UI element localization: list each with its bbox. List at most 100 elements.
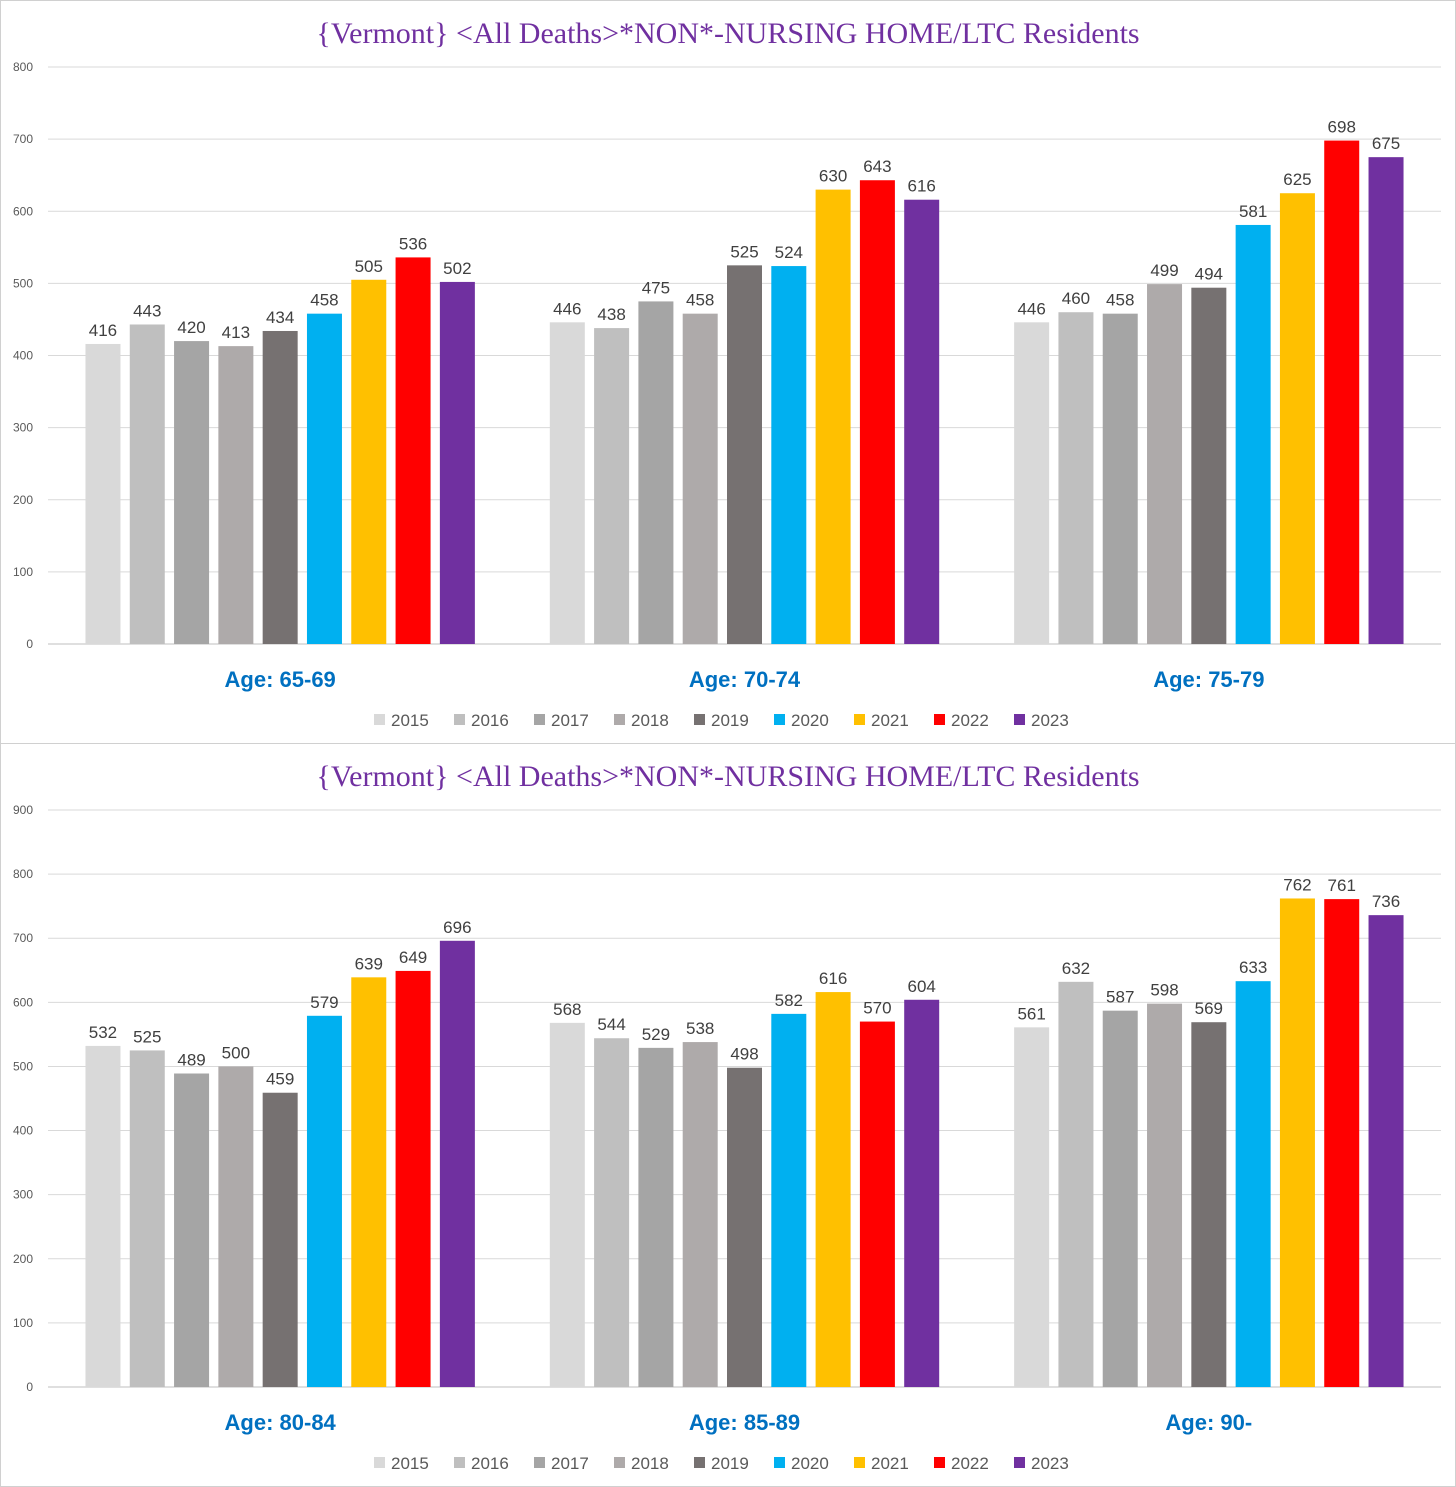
category-label: Age: 65-69 bbox=[225, 667, 336, 692]
y-tick-label: 700 bbox=[13, 931, 33, 945]
data-label: 761 bbox=[1328, 876, 1356, 895]
data-label: 570 bbox=[863, 999, 891, 1018]
bar-2016 bbox=[1058, 312, 1094, 644]
legend-swatch-2015 bbox=[374, 714, 385, 725]
bar-2019 bbox=[1191, 287, 1227, 644]
chart-title: {Vermont} <All Deaths>*NON*-NURSING HOME… bbox=[316, 760, 1139, 793]
bar-2021 bbox=[815, 189, 851, 645]
y-tick-label: 0 bbox=[26, 637, 33, 651]
category-label: Age: 90- bbox=[1165, 1410, 1252, 1435]
bar-2023 bbox=[1368, 915, 1404, 1387]
bar-2017 bbox=[638, 1047, 674, 1387]
y-tick-label: 800 bbox=[13, 867, 33, 881]
bar-2019 bbox=[262, 330, 298, 644]
data-label: 446 bbox=[1017, 299, 1045, 318]
legend-swatch-2023 bbox=[1014, 1457, 1025, 1468]
data-label: 505 bbox=[355, 257, 383, 276]
legend-label: 2022 bbox=[951, 1454, 989, 1473]
data-label: 649 bbox=[399, 948, 427, 967]
bar-2015 bbox=[85, 1045, 121, 1387]
data-label: 489 bbox=[177, 1050, 205, 1069]
data-label: 525 bbox=[133, 1027, 161, 1046]
legend-swatch-2020 bbox=[774, 714, 785, 725]
legend-label: 2022 bbox=[951, 711, 989, 730]
bar-2018 bbox=[682, 1042, 718, 1387]
data-label: 420 bbox=[177, 318, 205, 337]
bar-2022 bbox=[395, 257, 431, 644]
data-label: 736 bbox=[1372, 892, 1400, 911]
bar-2019 bbox=[727, 265, 762, 644]
y-tick-label: 100 bbox=[13, 565, 33, 579]
bar-2016 bbox=[129, 324, 165, 644]
legend-label: 2017 bbox=[551, 711, 589, 730]
bar-chart-ages-80-plus: {Vermont} <All Deaths>*NON*-NURSING HOME… bbox=[13, 760, 1441, 1473]
legend-label: 2018 bbox=[631, 711, 669, 730]
data-label: 587 bbox=[1106, 988, 1134, 1007]
bar-2020 bbox=[306, 313, 342, 644]
data-label: 625 bbox=[1283, 170, 1311, 189]
data-label: 500 bbox=[222, 1043, 250, 1062]
bar-2022 bbox=[395, 970, 431, 1387]
legend-swatch-2016 bbox=[454, 714, 465, 725]
data-label: 544 bbox=[597, 1015, 625, 1034]
legend-swatch-2021 bbox=[854, 714, 865, 725]
bar-2021 bbox=[1279, 193, 1315, 644]
bar-2022 bbox=[859, 1021, 895, 1387]
bar-2020 bbox=[1235, 224, 1271, 645]
data-label: 616 bbox=[908, 177, 936, 196]
data-label: 581 bbox=[1239, 202, 1267, 221]
bar-2021 bbox=[1279, 898, 1315, 1387]
bar-2017 bbox=[638, 301, 674, 644]
bar-2017 bbox=[1102, 313, 1138, 644]
category-label: Age: 80-84 bbox=[225, 1410, 337, 1435]
bar-2023 bbox=[439, 940, 475, 1387]
y-tick-label: 600 bbox=[13, 995, 33, 1009]
data-label: 598 bbox=[1150, 981, 1178, 1000]
legend-swatch-2023 bbox=[1014, 714, 1025, 725]
data-label: 499 bbox=[1150, 261, 1178, 280]
bar-2020 bbox=[306, 1015, 342, 1387]
legend-label: 2015 bbox=[391, 1454, 429, 1473]
data-label: 532 bbox=[89, 1023, 117, 1042]
data-label: 525 bbox=[730, 242, 758, 261]
data-label: 643 bbox=[863, 157, 891, 176]
legend-label: 2021 bbox=[871, 711, 909, 730]
data-label: 502 bbox=[443, 259, 471, 278]
bar-2020 bbox=[1235, 981, 1271, 1387]
data-label: 536 bbox=[399, 234, 427, 253]
bar-2021 bbox=[351, 977, 387, 1387]
data-label: 675 bbox=[1372, 134, 1400, 153]
data-label: 630 bbox=[819, 167, 847, 186]
bar-2017 bbox=[1102, 1010, 1138, 1387]
data-label: 459 bbox=[266, 1070, 294, 1089]
bar-2016 bbox=[129, 1050, 165, 1387]
bar-2015 bbox=[85, 343, 121, 644]
y-tick-label: 300 bbox=[13, 421, 33, 435]
bar-2023 bbox=[439, 281, 475, 644]
data-label: 762 bbox=[1283, 875, 1311, 894]
chart-title: {Vermont} <All Deaths>*NON*-NURSING HOME… bbox=[316, 17, 1139, 50]
legend-swatch-2017 bbox=[534, 1457, 545, 1468]
y-tick-label: 200 bbox=[13, 1252, 33, 1266]
data-label: 458 bbox=[1106, 291, 1134, 310]
data-label: 460 bbox=[1062, 289, 1090, 308]
legend-label: 2023 bbox=[1031, 711, 1069, 730]
bar-2016 bbox=[594, 1038, 630, 1387]
y-tick-label: 700 bbox=[13, 132, 33, 146]
legend-swatch-2022 bbox=[934, 714, 945, 725]
legend-label: 2021 bbox=[871, 1454, 909, 1473]
y-tick-label: 500 bbox=[13, 1059, 33, 1073]
data-label: 458 bbox=[686, 291, 714, 310]
y-tick-label: 400 bbox=[13, 1124, 33, 1138]
bar-2018 bbox=[1147, 1003, 1183, 1387]
y-tick-label: 900 bbox=[13, 803, 33, 817]
bar-2015 bbox=[1014, 322, 1050, 644]
data-label: 568 bbox=[553, 1000, 581, 1019]
bar-2015 bbox=[549, 322, 585, 644]
data-label: 416 bbox=[89, 321, 117, 340]
y-tick-label: 200 bbox=[13, 493, 33, 507]
chart-panel-2: {Vermont} <All Deaths>*NON*-NURSING HOME… bbox=[0, 743, 1456, 1487]
data-label: 446 bbox=[553, 299, 581, 318]
data-label: 529 bbox=[642, 1025, 670, 1044]
bar-2019 bbox=[262, 1092, 298, 1387]
